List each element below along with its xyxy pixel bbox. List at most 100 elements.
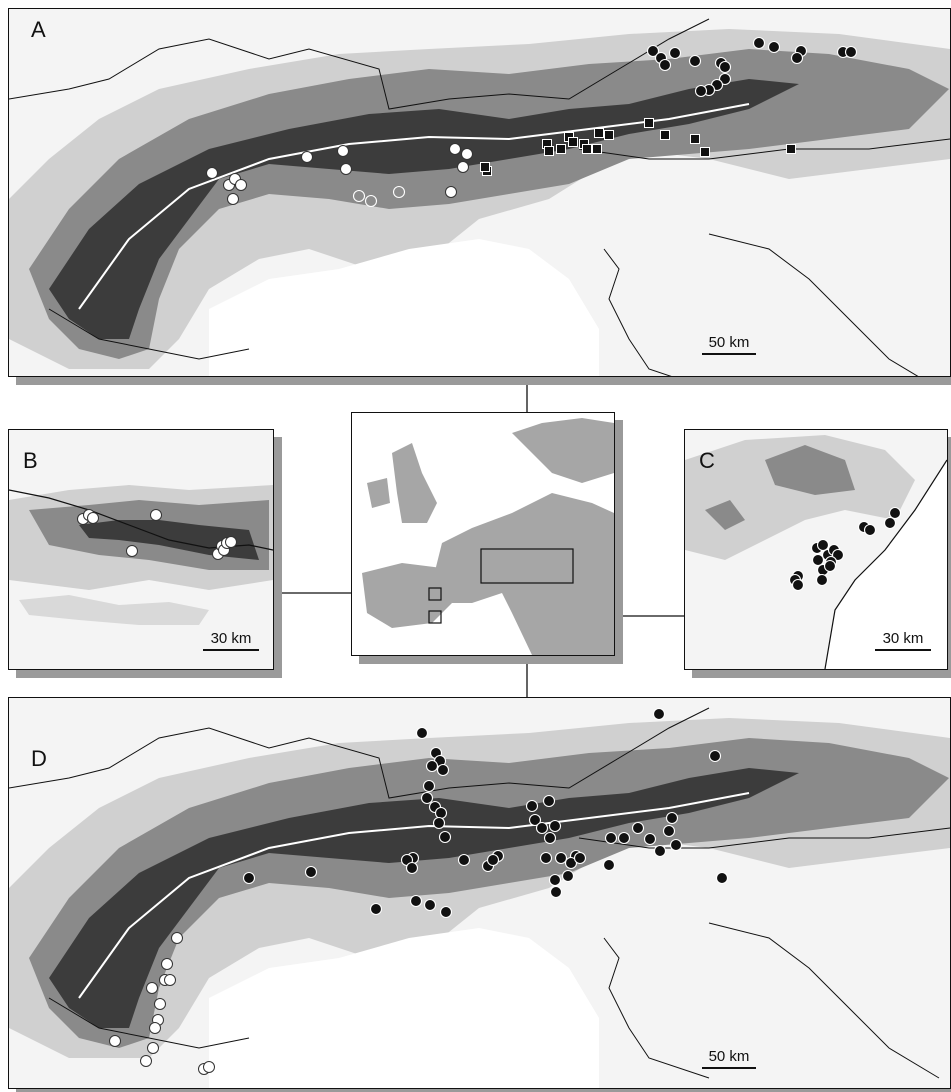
locality-marker-grey-circle [392, 185, 406, 199]
scale-bar-a: 50 km [702, 334, 756, 355]
panel-label-a: A [31, 17, 46, 42]
locality-marker-white-circle [87, 512, 99, 524]
alps-relief-map-a [9, 9, 950, 376]
locality-marker-black-circle [718, 60, 732, 74]
po-plain [209, 928, 599, 1088]
scale-line-d [702, 1067, 756, 1069]
locality-marker-black-circle [438, 830, 452, 844]
scale-line-b [203, 649, 259, 651]
locality-marker-white-circle [164, 974, 176, 986]
locality-marker-black-circle [790, 51, 804, 65]
locality-marker-white-circle [203, 1061, 215, 1073]
locality-marker-white-circle [154, 998, 166, 1010]
scandinavia [512, 418, 614, 483]
locality-marker-black-circle [863, 523, 877, 537]
locality-marker-black-circle [542, 794, 556, 808]
locality-marker-black-circle [662, 824, 676, 838]
scale-label-c: 30 km [882, 630, 924, 647]
locality-marker-black-circle [436, 763, 450, 777]
locality-marker-black-circle [439, 905, 453, 919]
locality-marker-white-circle [301, 151, 313, 163]
panel-label-b: B [23, 448, 38, 473]
locality-marker-black-square [660, 130, 670, 140]
locality-marker-black-square [592, 144, 602, 154]
locality-marker-black-circle [564, 856, 578, 870]
coastal-extent-box [428, 610, 442, 624]
locality-marker-black-circle [688, 54, 702, 68]
relief-hills [705, 500, 745, 530]
locality-marker-black-circle [405, 861, 419, 875]
europe-overview-map [351, 412, 615, 656]
locality-marker-white-circle [457, 161, 469, 173]
locality-marker-black-circle [561, 869, 575, 883]
locality-marker-black-square [544, 146, 554, 156]
locality-marker-white-circle [109, 1035, 121, 1047]
locality-marker-black-square [594, 128, 604, 138]
locality-marker-white-circle [340, 163, 352, 175]
europe-outline-map [352, 413, 614, 655]
locality-marker-black-circle [669, 838, 683, 852]
relief-lowlands [685, 435, 915, 560]
country-border [9, 489, 273, 551]
alps-relief-map-d [9, 698, 950, 1088]
locality-marker-black-circle [602, 858, 616, 872]
locality-marker-black-circle [643, 832, 657, 846]
relief-mountains [29, 738, 949, 1048]
dalmatian-coastline [708, 922, 940, 1079]
locality-marker-black-circle [457, 853, 471, 867]
locality-marker-black-circle [423, 898, 437, 912]
locality-marker-black-circle [432, 816, 446, 830]
dalmatian-coastline [708, 233, 919, 376]
locality-marker-black-square [480, 162, 490, 172]
locality-marker-black-circle [434, 806, 448, 820]
country-border-north [9, 707, 710, 799]
scale-label-d: 50 km [708, 1048, 750, 1065]
panel-label-c: C [699, 448, 715, 473]
relief-mountains [765, 445, 855, 495]
locality-marker-black-circle [718, 72, 732, 86]
locality-marker-black-circle [665, 811, 679, 825]
locality-marker-black-circle [715, 871, 729, 885]
locality-marker-black-circle [767, 40, 781, 54]
locality-marker-black-circle [816, 538, 830, 552]
locality-marker-black-circle [548, 819, 562, 833]
italian-peninsula [520, 583, 567, 641]
coastline [824, 459, 947, 669]
locality-marker-black-circle [752, 36, 766, 50]
locality-marker-black-circle [543, 831, 557, 845]
locality-marker-black-square [700, 147, 710, 157]
locality-marker-black-circle [539, 851, 553, 865]
locality-marker-black-circle [548, 873, 562, 887]
locality-marker-black-circle [554, 851, 568, 865]
locality-marker-black-circle [883, 516, 897, 530]
map-panel-b: B 30 km [8, 429, 274, 670]
locality-marker-black-square [786, 144, 796, 154]
locality-marker-white-circle [445, 186, 457, 198]
main-valley-line [78, 792, 750, 999]
scale-label-a: 50 km [708, 334, 750, 351]
locality-marker-black-circle [409, 894, 423, 908]
locality-marker-black-circle [617, 831, 631, 845]
country-border-south [48, 308, 250, 360]
locality-marker-white-circle [206, 167, 218, 179]
locality-marker-black-square [690, 134, 700, 144]
locality-marker-black-square [582, 144, 592, 154]
locality-marker-white-circle [147, 1042, 159, 1054]
relief-foothills [19, 595, 209, 625]
map-panel-d: D 50 km [8, 697, 951, 1089]
main-valley-line [78, 103, 750, 310]
locality-marker-white-circle [227, 193, 239, 205]
country-border-south [48, 997, 250, 1049]
great-britain [392, 443, 437, 523]
panel-label-d: D [31, 746, 47, 771]
scale-bar-b: 30 km [203, 630, 259, 651]
adriatic-coastline [603, 248, 672, 376]
locality-marker-white-circle [146, 982, 158, 994]
relief-high-alps [49, 79, 799, 339]
country-border-east [578, 827, 950, 849]
scale-bar-d: 50 km [702, 1048, 756, 1069]
scale-label-b: 30 km [210, 630, 252, 647]
locality-marker-black-circle [823, 559, 837, 573]
locality-marker-white-circle [449, 143, 461, 155]
locality-marker-black-circle [525, 799, 539, 813]
